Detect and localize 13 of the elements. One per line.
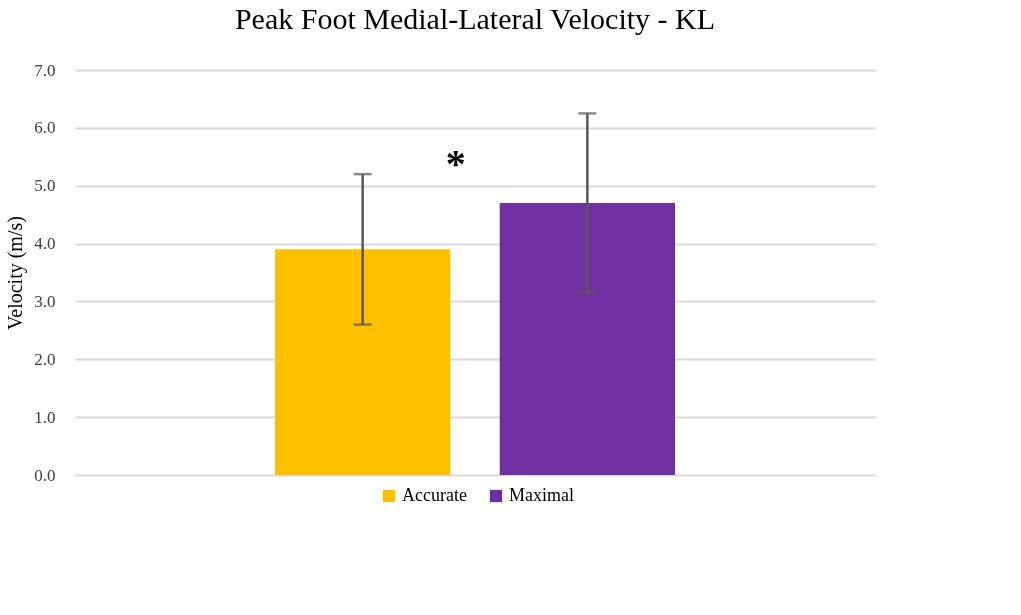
annotation: * <box>445 141 466 187</box>
legend-label: Accurate <box>402 485 467 505</box>
y-axis-title: Velocity (m/s) <box>4 216 28 330</box>
y-tick-label: 4.0 <box>34 234 56 254</box>
y-tick-label: 6.0 <box>34 118 56 138</box>
y-tick-label: 7.0 <box>34 60 56 80</box>
y-tick-label: 3.0 <box>34 291 56 311</box>
y-tick-label: 5.0 <box>34 176 56 196</box>
y-tick-label: 2.0 <box>34 349 56 369</box>
legend-label: Maximal <box>509 485 574 505</box>
y-tick-label: 1.0 <box>34 407 56 427</box>
chart-title: Peak Foot Medial-Lateral Velocity - KL <box>234 2 716 35</box>
y-tick-label: 0.0 <box>34 465 56 485</box>
